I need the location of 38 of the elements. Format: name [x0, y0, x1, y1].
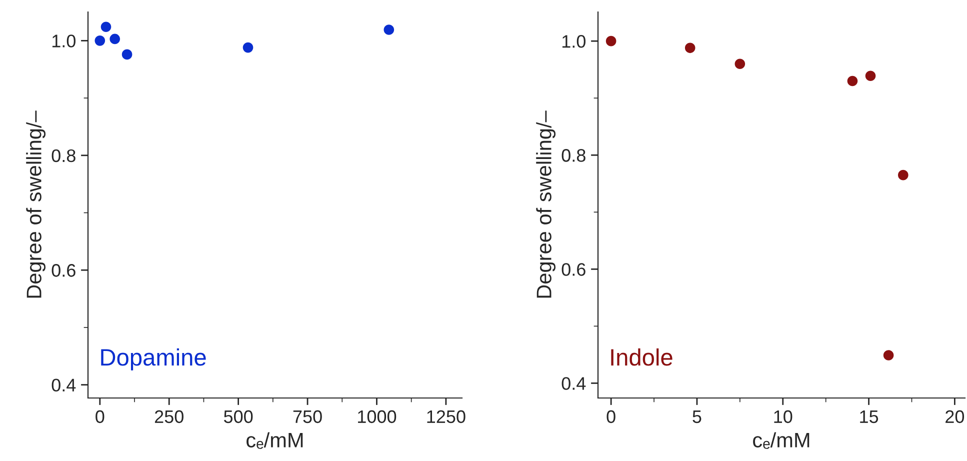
y-tick-label: 0.4	[52, 378, 76, 392]
point	[883, 350, 894, 360]
x-tick-label: 20	[946, 410, 964, 424]
text: Indole	[611, 348, 672, 366]
x-tick-label: 250	[154, 410, 184, 424]
x-tick-label: 500	[224, 410, 253, 424]
y-tick-label: 1.0	[562, 35, 586, 48]
x-tick-label: 5	[692, 410, 702, 424]
x-tick-label: 1000	[358, 410, 396, 424]
y-axis-title: Degree of swelling/–	[26, 110, 46, 298]
point	[122, 49, 132, 60]
point	[898, 170, 908, 180]
x-tick-label: 15	[860, 410, 878, 424]
y-tick-label: 0.8	[52, 149, 76, 162]
point	[865, 70, 876, 82]
y-tick-label: 0.6	[562, 263, 586, 276]
x-axis-title: cₑ/mM	[246, 432, 303, 449]
x-tick-label: 10	[774, 410, 792, 424]
y-tick-label: 0.6	[52, 264, 76, 277]
point	[94, 36, 106, 46]
text: Dopamine	[101, 348, 206, 370]
point	[242, 42, 254, 53]
point	[847, 76, 858, 86]
y-axis-title: Degree of swelling/–	[536, 110, 556, 298]
y-tick-label: 0.8	[562, 149, 586, 162]
x-tick-label: 750	[293, 410, 322, 424]
point	[384, 24, 394, 35]
point	[684, 42, 696, 54]
x-tick-label: 0	[96, 410, 104, 424]
x-axis-title: cₑ/mM	[753, 432, 810, 449]
point	[606, 36, 616, 46]
y-tick-label: 0.4	[562, 377, 586, 390]
point	[110, 34, 120, 44]
point	[734, 58, 746, 70]
x-tick-label: 0	[606, 410, 616, 424]
x-tick-label: 1250	[427, 410, 466, 424]
point	[100, 22, 112, 32]
y-tick-label: 1.0	[52, 34, 76, 48]
